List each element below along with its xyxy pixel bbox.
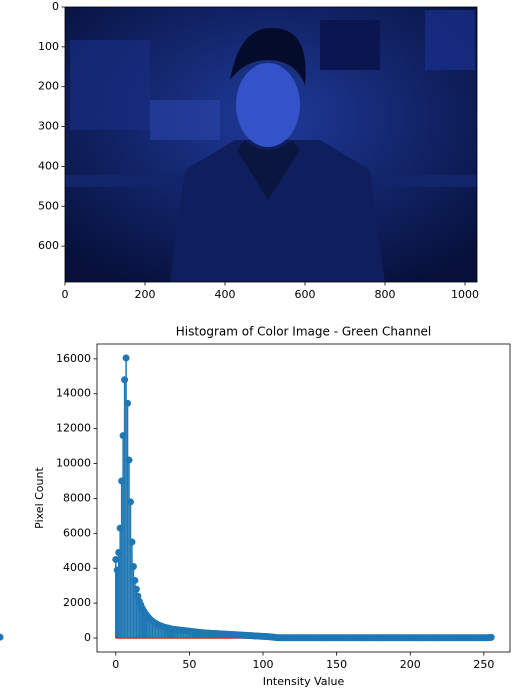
stem-marker [112,556,120,564]
stem-marker [0,633,4,641]
stem-marker [119,432,127,440]
stem-marker [115,549,123,557]
axes-frame [96,343,511,653]
y-tick-label: 8000 [63,491,91,504]
y-tick-label: 14000 [56,387,91,400]
x-axis-label: Intensity Value [263,675,345,688]
y-tick-label: 400 [38,159,59,172]
image [65,7,477,282]
stem-marker [116,524,124,532]
stem-marker [132,585,140,593]
x-tick-label: 400 [215,288,236,301]
x-tick-label: 100 [253,658,274,671]
y-tick-label: 200 [38,80,59,93]
y-tick-label: 0 [52,0,59,13]
y-tick-label: 600 [38,239,59,252]
y-tick-label: 2000 [63,596,91,609]
y-tick-label: 16000 [56,352,91,365]
y-tick-label: 300 [38,120,59,133]
stem-marker [129,562,137,570]
y-tick-label: 6000 [63,526,91,539]
stem-marker [131,576,139,584]
axes-frame [64,6,478,283]
stem-marker [122,354,130,362]
y-axis-label: Pixel Count [33,467,46,529]
stem-marker [125,456,133,464]
y-tick-label: 12000 [56,422,91,435]
x-tick-label: 0 [112,658,119,671]
stem-marker [121,376,129,384]
y-tick-label: 0 [84,631,91,644]
stem-marker [118,477,126,485]
chart-title: Histogram of Color Image - Green Channel [176,325,432,339]
y-tick-label: 10000 [56,457,91,470]
stem-marker [126,498,134,506]
x-tick-label: 600 [295,288,316,301]
y-tick-label: 4000 [63,561,91,574]
x-tick-label: 250 [473,658,494,671]
stem-marker [124,399,132,407]
y-tick-label: 100 [38,40,59,53]
y-tick-label: 500 [38,199,59,212]
x-tick-label: 200 [135,288,156,301]
stem-marker [128,538,136,546]
x-tick-label: 200 [400,658,421,671]
stem-marker [487,633,495,641]
x-tick-label: 150 [326,658,347,671]
x-tick-label: 800 [375,288,396,301]
x-tick-label: 0 [62,288,69,301]
stem-marker [113,566,121,574]
x-tick-label: 50 [182,658,196,671]
x-tick-label: 1000 [451,288,479,301]
